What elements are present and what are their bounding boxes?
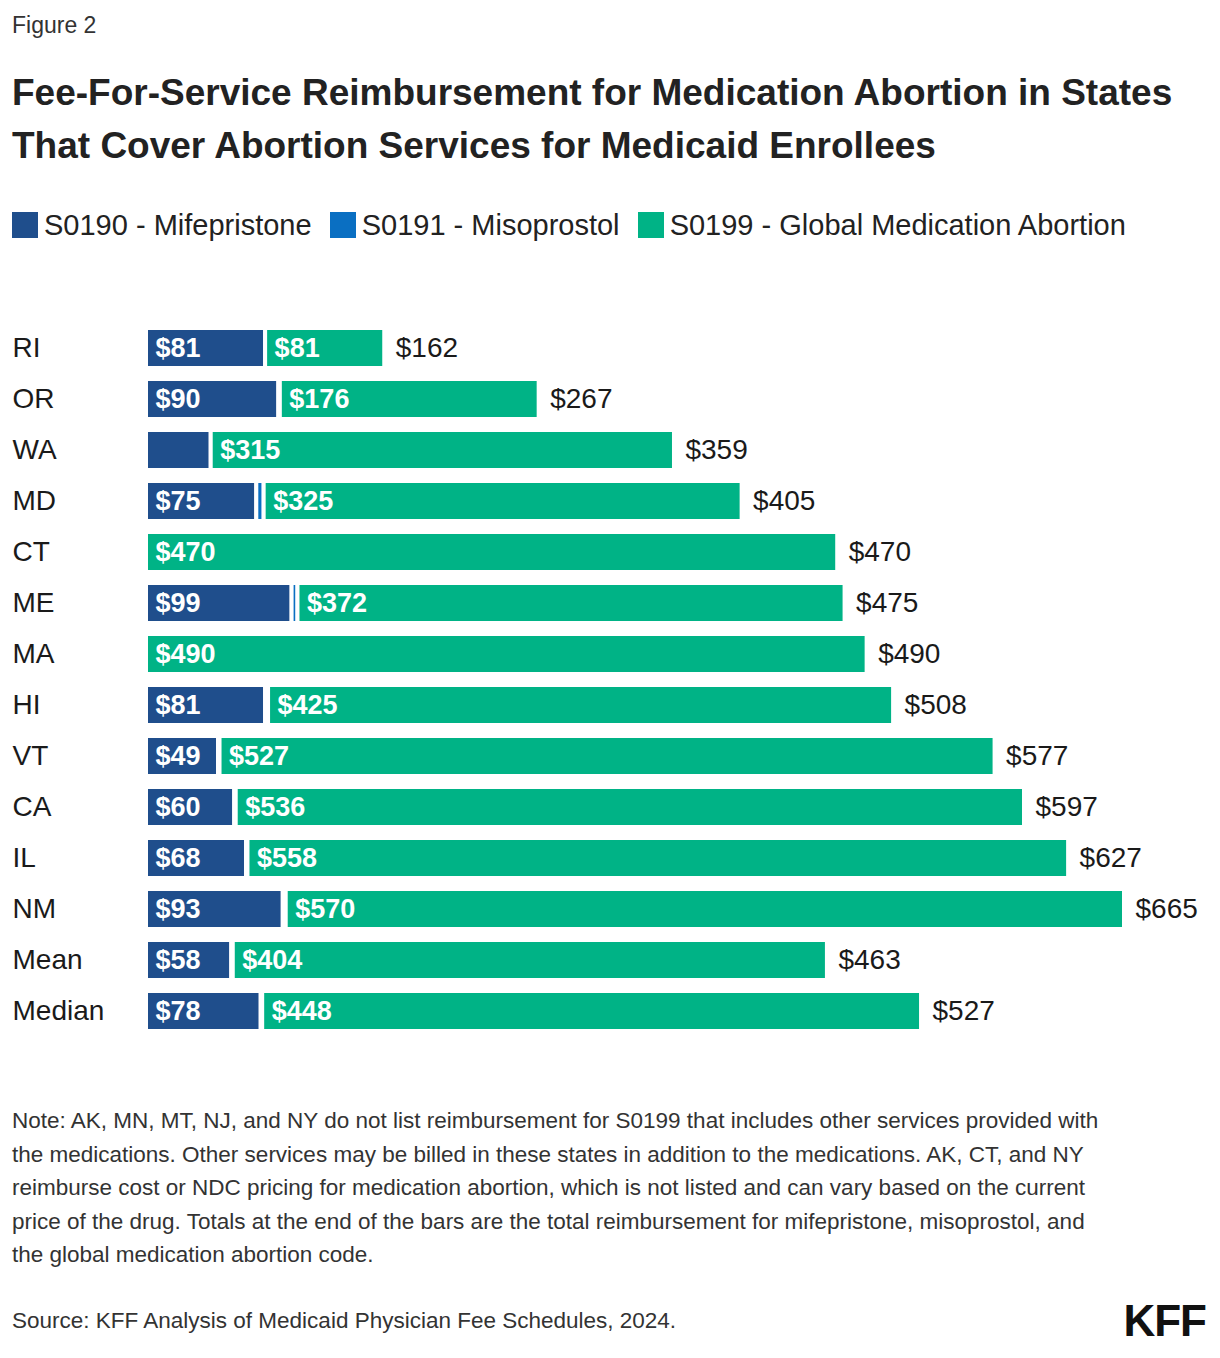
svg-text:HI: HI bbox=[13, 689, 41, 720]
html-text:S0199 - Global Medication Abor: S0199 - Global Medication Abortion bbox=[669, 209, 1126, 241]
svg-text:$448: $448 bbox=[272, 996, 332, 1026]
html-text:S0190 - Mifepristone: S0190 - Mifepristone bbox=[44, 209, 312, 241]
svg-text:OR: OR bbox=[13, 383, 55, 414]
svg-text:ME: ME bbox=[13, 587, 55, 618]
svg-text:$81: $81 bbox=[156, 333, 201, 363]
svg-text:$665: $665 bbox=[1136, 893, 1198, 924]
svg-text:$570: $570 bbox=[295, 894, 355, 924]
html-text:Fee-For-Service Reimbursement: Fee-For-Service Reimbursement for Medica… bbox=[12, 72, 1173, 166]
html-text:Note: AK, MN, MT, NJ, and NY d: Note: AK, MN, MT, NJ, and NY do not list… bbox=[12, 1108, 1099, 1267]
svg-text:$93: $93 bbox=[156, 894, 201, 924]
svg-text:$577: $577 bbox=[1006, 740, 1068, 771]
svg-text:$90: $90 bbox=[156, 384, 201, 414]
svg-text:$315: $315 bbox=[220, 435, 280, 465]
svg-text:$470: $470 bbox=[156, 537, 216, 567]
svg-text:$404: $404 bbox=[242, 945, 302, 975]
svg-text:VT: VT bbox=[13, 740, 49, 771]
svg-text:$75: $75 bbox=[156, 486, 201, 516]
svg-text:RI: RI bbox=[13, 332, 41, 363]
svg-text:$490: $490 bbox=[878, 638, 940, 669]
svg-text:$463: $463 bbox=[838, 944, 900, 975]
svg-text:$372: $372 bbox=[307, 588, 367, 618]
svg-text:WA: WA bbox=[13, 434, 57, 465]
svg-text:CT: CT bbox=[13, 536, 50, 567]
svg-text:$58: $58 bbox=[156, 945, 201, 975]
svg-text:CA: CA bbox=[13, 791, 52, 822]
svg-text:$359: $359 bbox=[685, 434, 747, 465]
html-text:Figure 2: Figure 2 bbox=[12, 12, 97, 38]
svg-text:$490: $490 bbox=[156, 639, 216, 669]
html-text:KFF: KFF bbox=[1123, 1296, 1206, 1345]
svg-text:$162: $162 bbox=[396, 332, 458, 363]
svg-text:$527: $527 bbox=[933, 995, 995, 1026]
svg-text:$425: $425 bbox=[278, 690, 338, 720]
svg-text:$325: $325 bbox=[273, 486, 333, 516]
svg-text:$475: $475 bbox=[856, 587, 918, 618]
svg-text:$176: $176 bbox=[289, 384, 349, 414]
html-text:Source: KFF Analysis of Medica: Source: KFF Analysis of Medicaid Physici… bbox=[12, 1308, 677, 1333]
svg-text:$60: $60 bbox=[156, 792, 201, 822]
svg-text:Median: Median bbox=[13, 995, 105, 1026]
svg-text:$99: $99 bbox=[156, 588, 201, 618]
svg-text:$627: $627 bbox=[1080, 842, 1142, 873]
svg-text:IL: IL bbox=[13, 842, 36, 873]
html-text:S0191 - Misoprostol: S0191 - Misoprostol bbox=[361, 209, 620, 241]
svg-text:Mean: Mean bbox=[13, 944, 83, 975]
svg-text:$81: $81 bbox=[156, 690, 201, 720]
svg-text:$597: $597 bbox=[1035, 791, 1097, 822]
svg-text:$527: $527 bbox=[229, 741, 289, 771]
svg-text:$81: $81 bbox=[275, 333, 320, 363]
svg-text:MD: MD bbox=[13, 485, 57, 516]
svg-text:$508: $508 bbox=[905, 689, 967, 720]
svg-text:$405: $405 bbox=[753, 485, 815, 516]
svg-text:$49: $49 bbox=[156, 741, 201, 771]
svg-text:$68: $68 bbox=[156, 843, 201, 873]
svg-text:$78: $78 bbox=[156, 996, 201, 1026]
svg-text:MA: MA bbox=[13, 638, 55, 669]
svg-text:$470: $470 bbox=[849, 536, 911, 567]
svg-text:NM: NM bbox=[13, 893, 57, 924]
svg-text:$536: $536 bbox=[245, 792, 305, 822]
svg-text:$558: $558 bbox=[257, 843, 317, 873]
svg-text:$267: $267 bbox=[550, 383, 612, 414]
